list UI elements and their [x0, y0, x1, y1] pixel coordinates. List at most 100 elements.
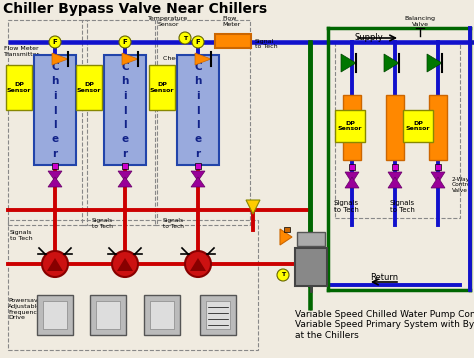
FancyBboxPatch shape — [284, 227, 290, 232]
FancyBboxPatch shape — [349, 164, 355, 170]
Circle shape — [179, 32, 191, 44]
Text: i: i — [53, 91, 57, 101]
Text: T: T — [183, 35, 187, 40]
Polygon shape — [384, 54, 399, 72]
Text: l: l — [53, 106, 57, 116]
Text: h: h — [51, 77, 59, 87]
FancyBboxPatch shape — [386, 95, 404, 160]
Polygon shape — [195, 53, 211, 65]
FancyBboxPatch shape — [206, 301, 230, 329]
Polygon shape — [345, 172, 359, 183]
Circle shape — [185, 251, 211, 277]
FancyBboxPatch shape — [43, 301, 67, 329]
Text: DP
Sensor: DP Sensor — [77, 82, 101, 93]
Text: Signals
to Tech: Signals to Tech — [390, 200, 415, 213]
Text: Supply: Supply — [355, 33, 384, 42]
Text: h: h — [121, 77, 128, 87]
Text: e: e — [52, 135, 59, 145]
FancyBboxPatch shape — [200, 295, 236, 335]
Polygon shape — [48, 177, 62, 187]
FancyBboxPatch shape — [435, 164, 441, 170]
Polygon shape — [388, 172, 402, 183]
Text: e: e — [194, 135, 201, 145]
Text: Temperature
Sensor: Temperature Sensor — [148, 16, 188, 27]
Polygon shape — [52, 53, 68, 65]
Text: Powersav®
Adjustable
Frequency
Drive: Powersav® Adjustable Frequency Drive — [8, 298, 44, 320]
Text: Flow Meter
Transmitter: Flow Meter Transmitter — [4, 46, 40, 57]
Text: DP
Sensor: DP Sensor — [150, 82, 174, 93]
Circle shape — [112, 251, 138, 277]
FancyBboxPatch shape — [177, 55, 219, 165]
Polygon shape — [190, 258, 206, 271]
Text: i: i — [196, 91, 200, 101]
Polygon shape — [118, 177, 132, 187]
Circle shape — [192, 36, 204, 48]
Text: DP
Sensor: DP Sensor — [7, 82, 31, 93]
Text: Signals
to Tech: Signals to Tech — [10, 230, 33, 241]
Text: r: r — [122, 149, 128, 159]
Polygon shape — [117, 258, 133, 271]
Text: Variable Speed Chilled Water Pump Control
Variable Speed Primary System with Byp: Variable Speed Chilled Water Pump Contro… — [295, 310, 474, 340]
Text: Balancing
Valve: Balancing Valve — [404, 16, 436, 27]
Polygon shape — [118, 171, 132, 181]
Polygon shape — [345, 177, 359, 188]
Circle shape — [42, 251, 68, 277]
FancyBboxPatch shape — [52, 163, 58, 169]
Polygon shape — [191, 177, 205, 187]
FancyBboxPatch shape — [392, 164, 398, 170]
Text: T: T — [281, 272, 285, 277]
FancyBboxPatch shape — [335, 110, 365, 142]
Circle shape — [49, 36, 61, 48]
FancyBboxPatch shape — [195, 163, 201, 169]
Text: l: l — [196, 106, 200, 116]
Text: C: C — [51, 62, 59, 72]
FancyBboxPatch shape — [403, 110, 433, 142]
Text: Signal
to Tech: Signal to Tech — [255, 39, 278, 49]
FancyBboxPatch shape — [295, 248, 327, 286]
Polygon shape — [191, 171, 205, 181]
FancyBboxPatch shape — [76, 65, 102, 110]
FancyBboxPatch shape — [149, 65, 175, 110]
FancyBboxPatch shape — [122, 163, 128, 169]
Text: h: h — [194, 77, 202, 87]
FancyBboxPatch shape — [429, 95, 447, 160]
Polygon shape — [246, 200, 260, 214]
Text: Signals
to Tech: Signals to Tech — [163, 218, 184, 229]
Text: Check Valve: Check Valve — [163, 55, 201, 61]
FancyBboxPatch shape — [215, 34, 251, 48]
FancyBboxPatch shape — [297, 232, 325, 246]
FancyBboxPatch shape — [343, 95, 361, 160]
Polygon shape — [47, 258, 63, 271]
Text: F: F — [196, 39, 201, 45]
Circle shape — [119, 36, 131, 48]
Text: DP
Sensor: DP Sensor — [338, 121, 362, 131]
FancyBboxPatch shape — [34, 55, 76, 165]
Text: Flow
Meter: Flow Meter — [222, 16, 240, 27]
Polygon shape — [341, 54, 356, 72]
Polygon shape — [427, 54, 442, 72]
Text: l: l — [196, 120, 200, 130]
FancyBboxPatch shape — [104, 55, 146, 165]
Text: Signals
to Tech: Signals to Tech — [333, 200, 358, 213]
FancyBboxPatch shape — [37, 295, 73, 335]
Text: r: r — [195, 149, 201, 159]
Text: r: r — [53, 149, 57, 159]
Text: F: F — [53, 39, 57, 45]
Text: Return: Return — [370, 274, 398, 282]
FancyBboxPatch shape — [6, 65, 32, 110]
Text: l: l — [123, 120, 127, 130]
Text: Chiller Bypass Valve Near Chillers: Chiller Bypass Valve Near Chillers — [3, 2, 267, 16]
Text: e: e — [121, 135, 128, 145]
Polygon shape — [48, 171, 62, 181]
Text: C: C — [194, 62, 202, 72]
Text: Signals
to Tech: Signals to Tech — [92, 218, 113, 229]
Text: l: l — [53, 120, 57, 130]
FancyBboxPatch shape — [150, 301, 174, 329]
FancyBboxPatch shape — [96, 301, 120, 329]
FancyBboxPatch shape — [144, 295, 180, 335]
Circle shape — [277, 269, 289, 281]
Polygon shape — [431, 172, 445, 183]
Text: DP
Sensor: DP Sensor — [406, 121, 430, 131]
Text: F: F — [123, 39, 128, 45]
Polygon shape — [122, 53, 138, 65]
